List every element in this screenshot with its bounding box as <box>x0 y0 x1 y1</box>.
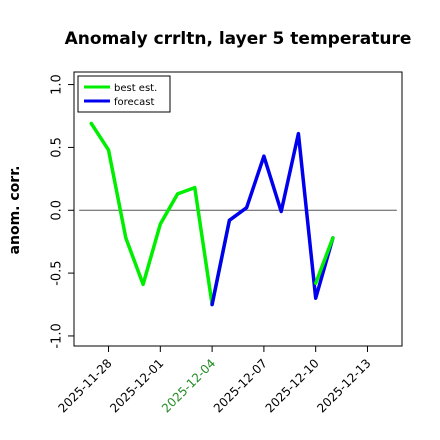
y-tick-label: 1.0 <box>50 74 65 95</box>
x-tick-label: 2025-12-07 <box>211 356 270 415</box>
x-tick-label: 2025-12-01 <box>107 356 166 415</box>
chart-title: Anomaly crrltn, layer 5 temperature <box>65 29 412 49</box>
x-tick-label: 2025-11-28 <box>55 356 114 415</box>
series-line-forecast <box>210 131 335 307</box>
plot-area <box>73 71 403 347</box>
x-axis: 2025-11-282025-12-012025-12-042025-12-07… <box>55 346 374 415</box>
legend-label-forecast: forecast <box>114 97 155 108</box>
legend: best est. forecast <box>77 75 171 113</box>
series-line-2 <box>313 236 335 285</box>
y-tick-label: -1.0 <box>50 323 65 348</box>
y-axis-label: anom. corr. <box>7 166 23 255</box>
y-tick-label: 0.0 <box>50 200 65 221</box>
legend-label-best-est: best est. <box>114 83 157 94</box>
x-tick-label: 2025-12-13 <box>314 356 373 415</box>
x-tick-label: 2025-12-04 <box>159 356 218 415</box>
x-tick-label: 2025-12-10 <box>263 356 322 415</box>
y-axis: -1.0 -0.5 0.0 0.5 1.0 <box>50 74 74 349</box>
series-layer <box>79 121 397 307</box>
y-tick-label: -0.5 <box>50 260 65 285</box>
series-line-best-est <box>89 121 232 307</box>
legend-box <box>77 75 171 113</box>
y-tick-label: 0.5 <box>50 137 65 158</box>
